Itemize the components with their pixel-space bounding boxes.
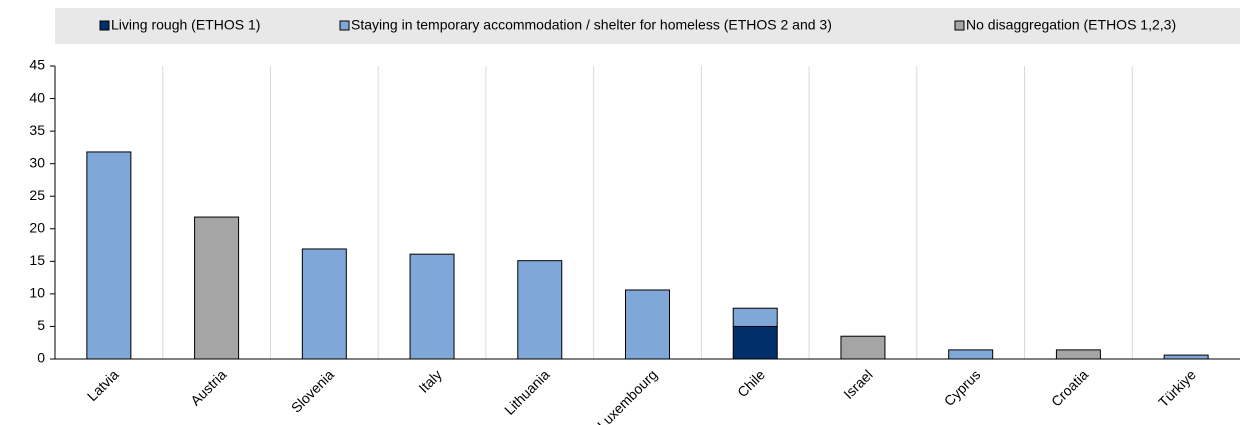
bar	[194, 216, 240, 360]
bar	[840, 335, 886, 360]
legend-label: Living rough (ETHOS 1)	[111, 17, 260, 33]
y-tick-label: 35	[29, 122, 45, 138]
y-tick-label: 45	[29, 57, 45, 73]
bar	[625, 289, 670, 360]
x-tick-label: Chile	[734, 366, 768, 400]
y-tick-label: 20	[29, 219, 45, 235]
x-tick-label: Cyprus	[941, 366, 984, 409]
legend-swatch	[954, 20, 965, 31]
x-tick-label: Austria	[187, 366, 229, 408]
x-tick-label: Latvia	[84, 366, 122, 404]
bar	[1055, 349, 1101, 360]
x-tick-label: Israel	[840, 366, 876, 402]
bar	[86, 151, 132, 360]
y-tick-label: 5	[37, 317, 45, 333]
y-tick-label: 15	[29, 252, 45, 268]
bar	[517, 260, 563, 360]
x-tick-label: Italy	[415, 366, 444, 395]
bar	[732, 307, 778, 327]
y-tick-label: 0	[37, 350, 45, 366]
y-tick-label: 10	[29, 285, 45, 301]
legend-swatch	[99, 20, 110, 31]
legend-label: No disaggregation (ETHOS 1,2,3)	[966, 17, 1176, 33]
x-tick-label: Slovenia	[288, 366, 337, 415]
x-tick-label: Croatia	[1048, 366, 1091, 409]
y-tick-label: 25	[29, 187, 45, 203]
y-tick-label: 30	[29, 154, 45, 170]
bar	[732, 325, 778, 360]
bar	[409, 253, 455, 360]
x-tick-label: Lithuania	[501, 366, 553, 418]
legend-label: Staying in temporary accommodation / she…	[351, 17, 832, 33]
legend-background	[55, 8, 1240, 44]
bar	[1163, 354, 1209, 360]
bar	[948, 349, 994, 360]
x-tick-label: Luxembourg	[594, 366, 660, 425]
legend-swatch	[339, 20, 350, 31]
x-tick-label: Türkiye	[1155, 366, 1199, 410]
y-tick-label: 40	[29, 89, 45, 105]
bar	[301, 248, 347, 360]
